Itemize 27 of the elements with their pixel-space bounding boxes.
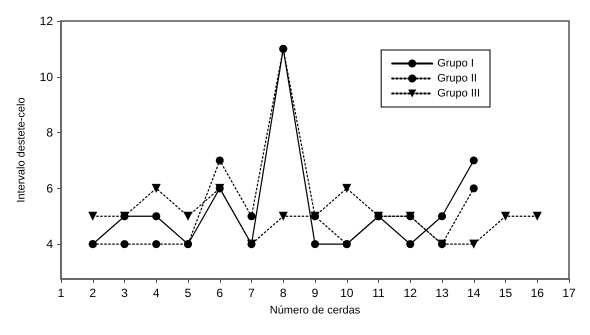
y-tick-label: 6	[46, 181, 54, 196]
y-tick-label: 8	[46, 126, 54, 140]
x-tick-label: 11	[372, 286, 386, 300]
x-tick-label: 2	[89, 286, 96, 300]
legend-label: Grupo I	[437, 58, 474, 70]
x-tick-label: 9	[312, 286, 319, 300]
x-tick-label: 15	[498, 286, 512, 300]
legend-label: Grupo III	[437, 88, 480, 100]
y-tick-label: 12	[40, 14, 54, 28]
y-tick-label: 10	[40, 70, 54, 84]
legend-label: Grupo II	[437, 72, 477, 84]
x-tick-label: 14	[467, 286, 481, 300]
y-tick-label: 4	[46, 237, 54, 252]
x-tick-label: 12	[404, 286, 418, 300]
x-tick-label: 4	[152, 286, 160, 300]
x-tick-label: 13	[435, 286, 449, 300]
x-tick-label: 7	[248, 286, 256, 300]
x-tick-label: 8	[280, 286, 287, 300]
x-axis-title: Número de cerdas	[270, 304, 361, 316]
x-tick-label: 1	[58, 286, 65, 300]
x-tick-label: 16	[530, 286, 544, 300]
x-tick-label: 10	[340, 286, 354, 300]
x-tick-label: 3	[121, 286, 128, 300]
y-axis-title: Intervalo destete-celo	[16, 97, 28, 203]
x-tick-label: 5	[184, 286, 192, 300]
x-tick-label: 17	[562, 286, 576, 300]
x-tick-label: 6	[216, 286, 224, 300]
